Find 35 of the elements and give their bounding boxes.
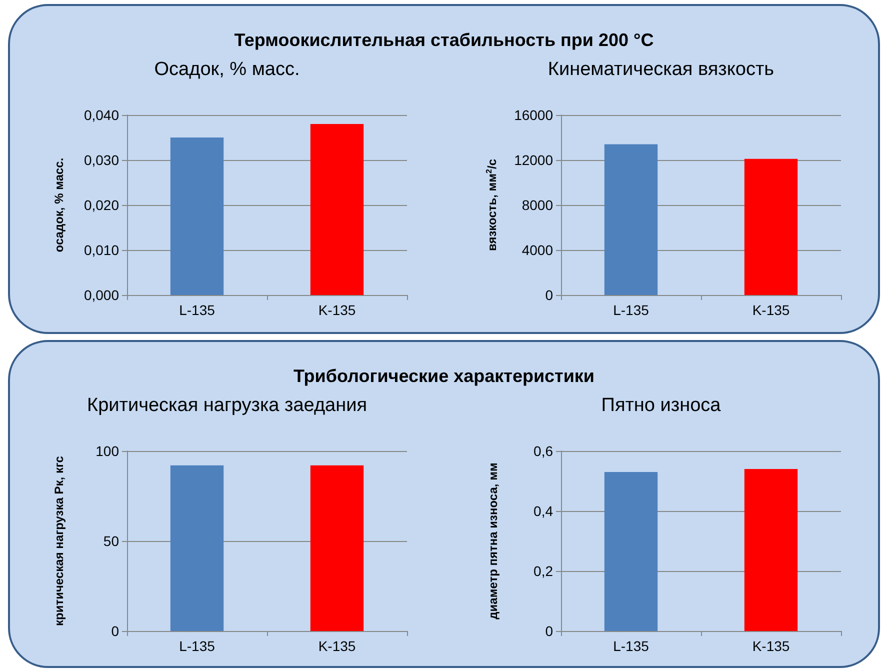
y-tick-label: 0,000: [84, 287, 120, 303]
y-tick-label: 0: [111, 623, 120, 639]
x-tick-label: L-135: [179, 638, 216, 654]
y-tick-label: 0,4: [534, 503, 554, 519]
x-tick-label: K-135: [318, 638, 356, 654]
x-tick-label: L-135: [179, 302, 216, 318]
y-tick-label: 12000: [514, 152, 554, 168]
y-axis-title: критическая нагрузка Рк, кгс: [52, 456, 66, 626]
y-tick-label: 4000: [522, 242, 554, 258]
chart-title: Критическая нагрузка заедания: [87, 395, 367, 416]
chart-title: Пятно износа: [601, 395, 722, 416]
y-tick-label: 0: [545, 623, 554, 639]
x-tick-label: L-135: [613, 638, 650, 654]
y-axis-title: вязкость, мм2/с: [484, 158, 499, 252]
y-tick-label: 0,020: [84, 197, 120, 213]
chart-title: Кинематическая вязкость: [548, 59, 774, 80]
y-tick-label: 100: [96, 443, 120, 459]
y-tick-label: 50: [103, 533, 120, 549]
y-tick-label: 0: [545, 287, 554, 303]
y-tick-label: 16000: [514, 107, 554, 123]
x-tick-label: K-135: [752, 638, 790, 654]
x-tick-label: L-135: [613, 302, 650, 318]
y-tick-label: 0,6: [534, 443, 554, 459]
y-tick-label: 8000: [522, 197, 554, 213]
y-axis-title: диаметр пятна износа, мм: [486, 462, 500, 620]
y-tick-label: 0,010: [84, 242, 120, 258]
y-tick-label: 0,2: [534, 563, 554, 579]
y-tick-label: 0,040: [84, 107, 120, 123]
x-tick-label: K-135: [752, 302, 790, 318]
text: Термоокислительная стабильность при 200 °C: [234, 30, 654, 50]
y-axis-title: осадок, % масс.: [52, 158, 66, 252]
text: Трибологические характеристики: [294, 366, 594, 386]
y-tick-label: 0,030: [84, 152, 120, 168]
chart-title: Осадок, % масс.: [154, 59, 300, 80]
x-tick-label: K-135: [318, 302, 356, 318]
